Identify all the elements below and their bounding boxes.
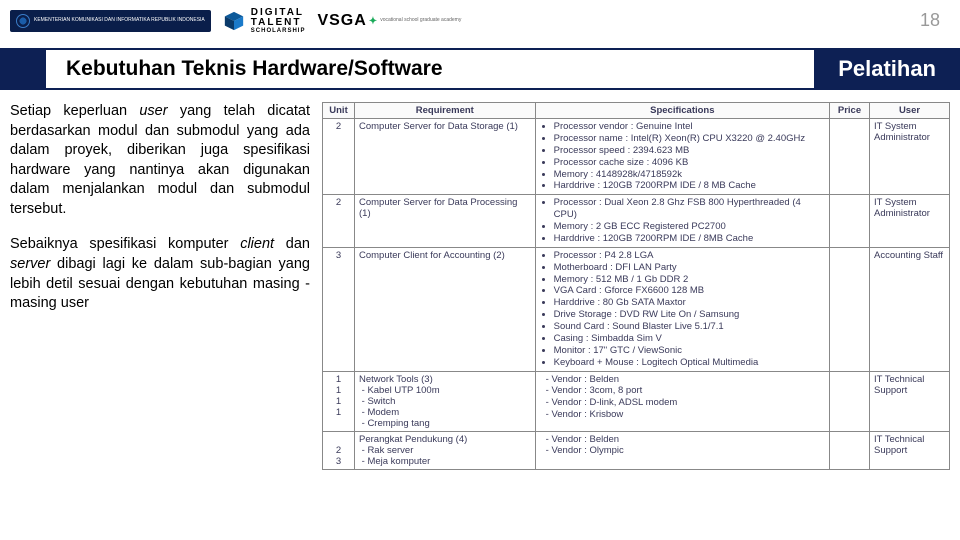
dts-logo: DIGITAL TALENT SCHOLARSHIP bbox=[223, 8, 306, 34]
spec-table: Unit Requirement Specifications Price Us… bbox=[322, 102, 950, 470]
dts-line3: SCHOLARSHIP bbox=[251, 28, 306, 34]
th-spec: Specifications bbox=[535, 103, 829, 119]
th-req: Requirement bbox=[355, 103, 536, 119]
table-header-row: Unit Requirement Specifications Price Us… bbox=[323, 103, 950, 119]
table-row: 1111Network Tools (3) - Kabel UTP 100m -… bbox=[323, 371, 950, 431]
paragraph-1: Setiap keperluan user yang telah dicatat… bbox=[10, 102, 310, 219]
title-right: Pelatihan bbox=[814, 48, 960, 90]
th-price: Price bbox=[830, 103, 870, 119]
vsga-sub: vocational school graduate academy bbox=[380, 18, 461, 24]
kominfo-text: KEMENTERIAN KOMUNIKASI DAN INFORMATIKA R… bbox=[34, 18, 205, 24]
dts-line2: TALENT bbox=[251, 18, 306, 28]
left-column: Setiap keperluan user yang telah dicatat… bbox=[10, 102, 310, 470]
table-row: 3Computer Client for Accounting (2)Proce… bbox=[323, 247, 950, 371]
cube-icon bbox=[223, 10, 245, 32]
vsga-logo: VSGA ✦ vocational school graduate academ… bbox=[317, 12, 461, 30]
th-user: User bbox=[870, 103, 950, 119]
th-unit: Unit bbox=[323, 103, 355, 119]
paragraph-2: Sebaiknya spesifikasi komputer client da… bbox=[10, 235, 310, 313]
table-row: 23Perangkat Pendukung (4) - Rak server -… bbox=[323, 431, 950, 469]
page-number: 18 bbox=[920, 10, 940, 31]
right-column: Unit Requirement Specifications Price Us… bbox=[322, 102, 950, 470]
kominfo-logo: KEMENTERIAN KOMUNIKASI DAN INFORMATIKA R… bbox=[10, 10, 211, 32]
content: Setiap keperluan user yang telah dicatat… bbox=[0, 102, 960, 470]
title-main: Kebutuhan Teknis Hardware/Software bbox=[46, 48, 463, 90]
table-row: 2Computer Server for Data Processing (1)… bbox=[323, 195, 950, 248]
header: KEMENTERIAN KOMUNIKASI DAN INFORMATIKA R… bbox=[0, 0, 960, 42]
table-row: 2Computer Server for Data Storage (1)Pro… bbox=[323, 119, 950, 195]
vsga-text: VSGA bbox=[317, 12, 366, 30]
title-bar: Kebutuhan Teknis Hardware/Software Pelat… bbox=[0, 48, 960, 90]
